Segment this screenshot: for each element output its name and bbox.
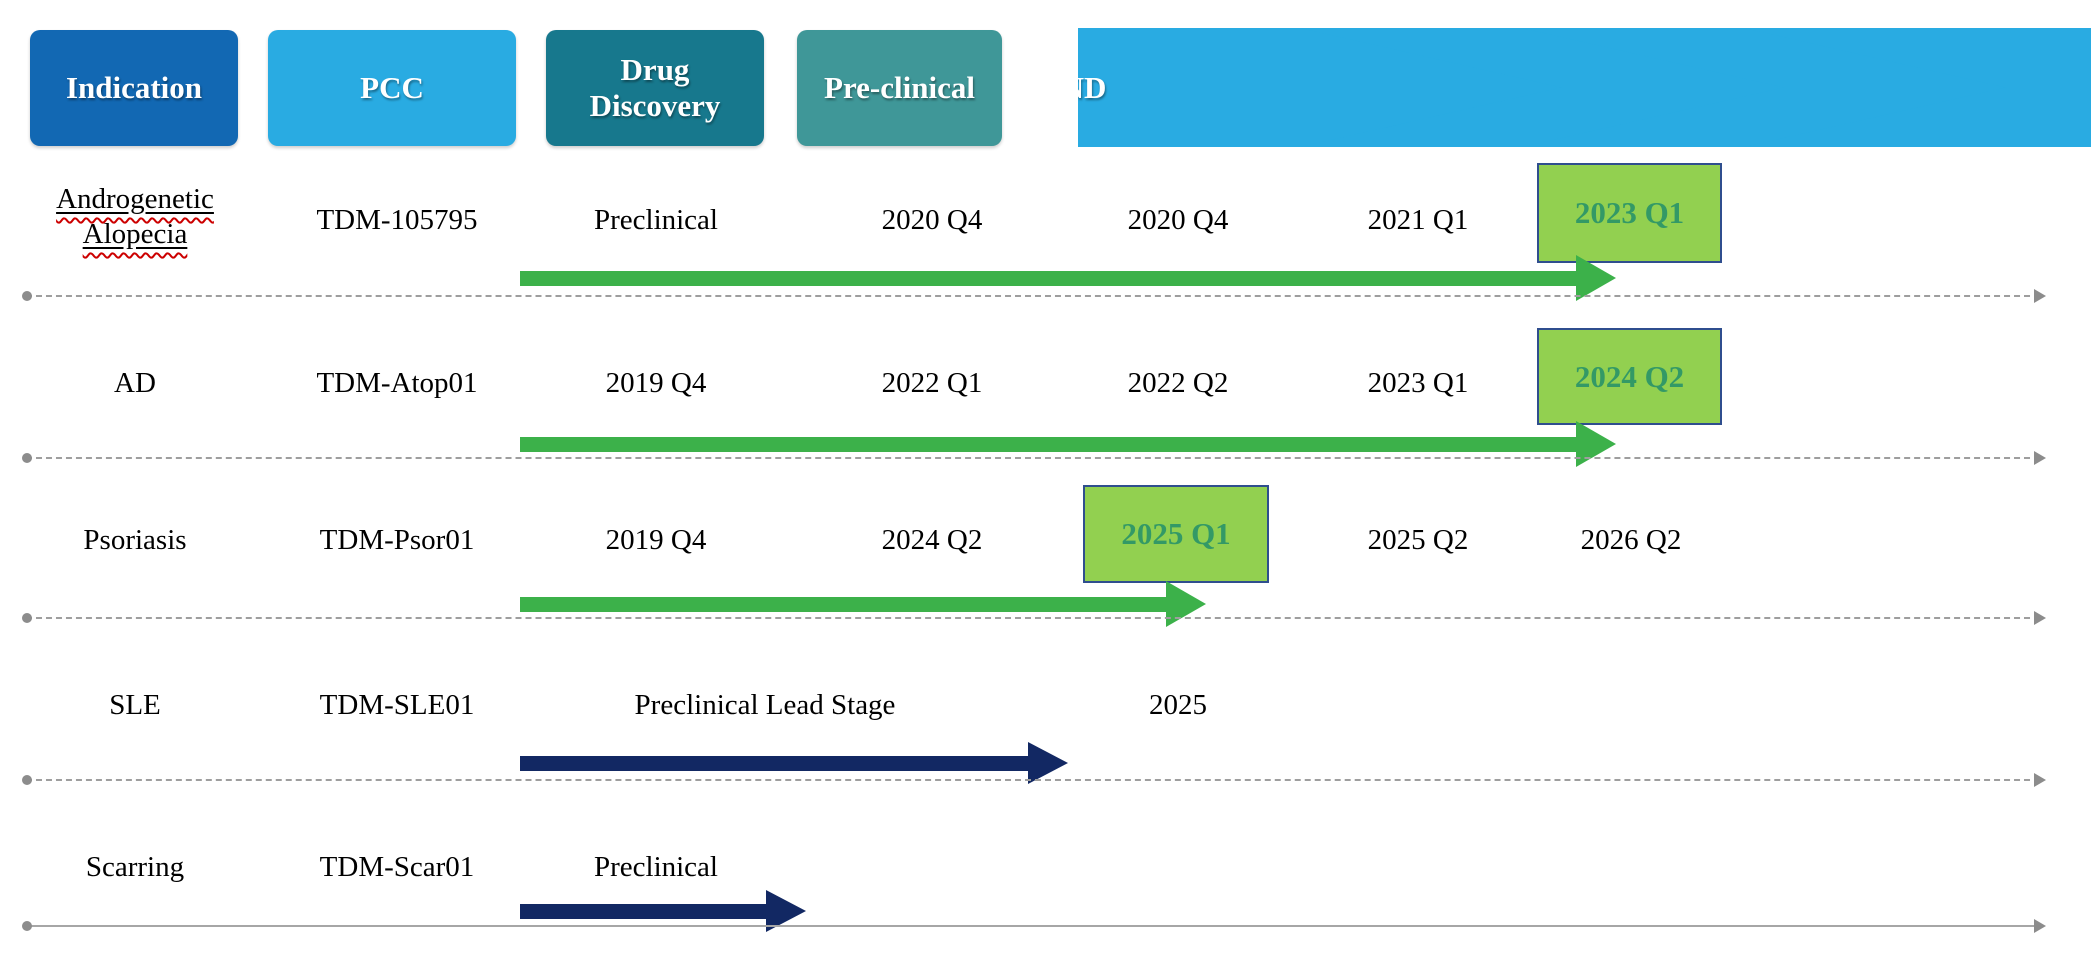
row-indication: AD xyxy=(114,367,156,399)
cell-drug-discovery: 2019 Q4 xyxy=(605,367,707,399)
separator-arrow-icon xyxy=(2034,451,2046,465)
cell-phase1: 2021 Q1 xyxy=(1367,204,1469,236)
cell-pre-clinical: 2022 Q1 xyxy=(881,367,983,399)
cell-drug-discovery: Preclinical xyxy=(593,204,718,236)
cell-phase1: 2023 Q1 xyxy=(1367,367,1469,399)
progress-arrowhead-icon xyxy=(1576,421,1616,467)
row-indication: Scarring xyxy=(85,851,185,883)
separator-dot-icon xyxy=(22,775,32,785)
header-box-drug-discovery: Drug Discovery xyxy=(546,30,764,146)
header-label-drug-discovery: Drug Discovery xyxy=(589,52,721,123)
row-separator xyxy=(26,295,2040,297)
cell-ind: 2020 Q4 xyxy=(1127,204,1229,236)
milestone-box: 2024 Q2 xyxy=(1537,328,1722,425)
header-box-pre-clinical: Pre-clinical xyxy=(797,30,1002,146)
cell-preclinical-stage: Preclinical Lead Stage xyxy=(634,689,896,721)
indication-line1: Androgenetic xyxy=(56,183,214,215)
row-indication: Psoriasis xyxy=(83,524,187,556)
cell-phase2: 2026 Q2 xyxy=(1580,524,1682,556)
row-pcc: TDM-Psor01 xyxy=(319,524,475,556)
header-label-pcc: PCC xyxy=(360,70,424,106)
cell-pre-clinical: 2024 Q2 xyxy=(881,524,983,556)
cell-drug-discovery: 2019 Q4 xyxy=(605,524,707,556)
row-indication: Androgenetic Alopecia xyxy=(25,182,245,252)
cell-drug-discovery: Preclinical xyxy=(593,851,718,883)
cell-phase1: 2025 Q2 xyxy=(1367,524,1469,556)
row-indication: SLE xyxy=(109,689,161,721)
progress-arrowhead-icon xyxy=(1166,581,1206,627)
row-separator xyxy=(26,617,2040,619)
header-label-pre-clinical: Pre-clinical xyxy=(824,70,975,106)
separator-dot-icon xyxy=(22,613,32,623)
row-pcc: TDM-105795 xyxy=(316,204,478,236)
indication-line2: Alopecia xyxy=(82,218,188,250)
separator-arrow-icon xyxy=(2034,611,2046,625)
progress-arrow-green xyxy=(520,437,1576,452)
separator-arrow-icon xyxy=(2034,289,2046,303)
header-label-indication: Indication xyxy=(65,70,203,106)
milestone-label: 2023 Q1 xyxy=(1574,195,1685,230)
separator-arrow-icon xyxy=(2034,773,2046,787)
row-separator xyxy=(26,779,2040,781)
milestone-label: 2024 Q2 xyxy=(1574,358,1685,394)
header-box-pcc: PCC xyxy=(268,30,516,146)
bottom-line xyxy=(26,925,2040,927)
progress-arrow-navy xyxy=(520,756,1028,771)
milestone-box: 2023 Q1 xyxy=(1537,163,1722,263)
row-separator xyxy=(26,457,2040,459)
separator-dot-icon xyxy=(22,921,32,931)
separator-arrow-icon xyxy=(2034,919,2046,933)
row-pcc: TDM-Atop01 xyxy=(316,367,478,399)
separator-dot-icon xyxy=(22,291,32,301)
stage-label-ind: IND xyxy=(1049,69,1107,105)
milestone-box: 2025 Q1 xyxy=(1083,485,1269,583)
row-pcc: TDM-Scar01 xyxy=(319,851,475,883)
progress-arrow-navy xyxy=(520,904,766,919)
progress-arrowhead-icon xyxy=(1028,742,1068,784)
row-pcc: TDM-SLE01 xyxy=(319,689,475,721)
milestone-label: 2025 Q1 xyxy=(1121,516,1231,551)
separator-dot-icon xyxy=(22,453,32,463)
header-box-indication: Indication xyxy=(30,30,238,146)
cell-ind: 2022 Q2 xyxy=(1127,367,1229,399)
cell-pre-clinical: 2020 Q4 xyxy=(881,204,983,236)
progress-arrow-green xyxy=(520,271,1576,286)
progress-arrow-green xyxy=(520,597,1166,612)
cell-ind: 2025 xyxy=(1149,689,1207,721)
